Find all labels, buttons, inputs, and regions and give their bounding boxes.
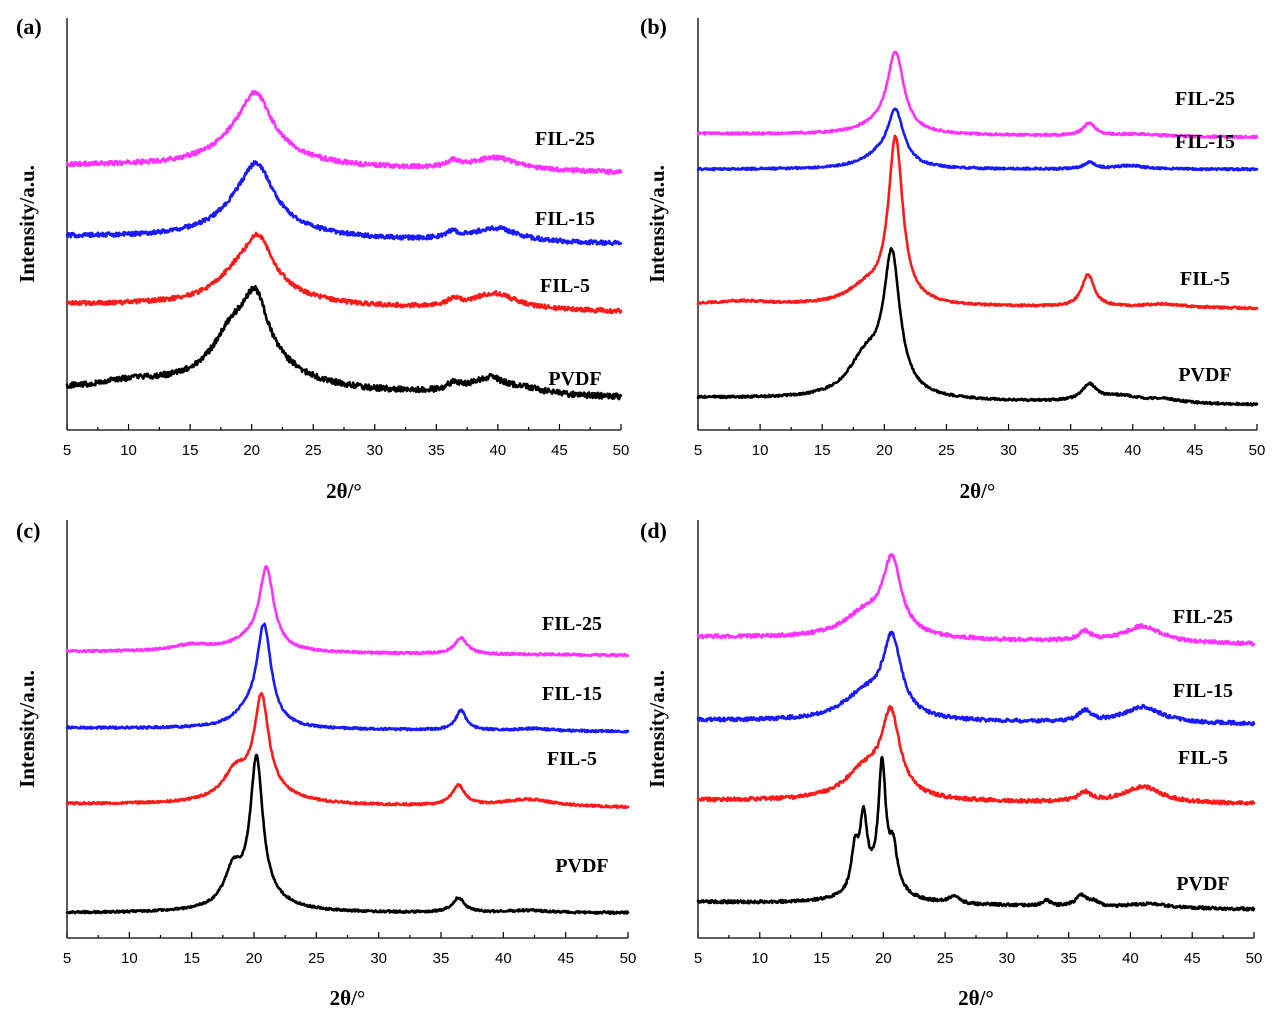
x-tick-label: 10 (120, 442, 137, 459)
series-label-fil-15: FIL-15 (1175, 131, 1235, 153)
series-line-fil-25 (696, 50, 1259, 140)
series-line-fil-5 (65, 231, 623, 315)
panel-label: (d) (640, 518, 667, 543)
series-line-fil-5 (696, 134, 1259, 311)
x-tick-label: 35 (1062, 442, 1079, 459)
y-axis-title: Intensity/a.u. (645, 670, 669, 788)
series-label-pvdf: PVDF (1178, 364, 1231, 386)
panel-c: 5 10 15 20 25 30 35 40 45 50 FIL-25 FIL-15 FIL-5 PVDF… (15, 518, 636, 1010)
series-label-fil-15: FIL-15 (1173, 680, 1233, 702)
x-tick-label: 15 (182, 442, 199, 459)
x-tick-label: 5 (63, 950, 71, 967)
series-label-fil-5: FIL-5 (540, 275, 590, 297)
x-tick-label: 5 (694, 442, 702, 459)
x-tick-label: 25 (305, 442, 322, 459)
x-axis-title: 2θ/° (960, 479, 996, 503)
x-tick-label: 20 (875, 950, 892, 967)
x-tick-label: 35 (1060, 950, 1077, 967)
x-tick-label: 25 (937, 950, 954, 967)
series-line-fil-15 (65, 622, 630, 734)
series-label-pvdf: PVDF (555, 855, 608, 877)
x-tick-label: 20 (246, 950, 263, 967)
x-tick-label: 40 (495, 950, 512, 967)
series-label-fil-5: FIL-5 (547, 748, 597, 770)
panel-d: 5 10 15 20 25 30 35 40 45 50 FIL-25 FIL-15 FIL-5 PVDF… (640, 518, 1262, 1010)
series-line-pvdf (696, 755, 1256, 912)
x-tick-label: 5 (694, 950, 702, 967)
x-tick-label: 50 (620, 950, 637, 967)
series-label-pvdf: PVDF (1176, 873, 1229, 895)
x-tick-label: 30 (999, 950, 1016, 967)
series-line-pvdf (65, 284, 623, 401)
series-label-fil-15: FIL-15 (535, 208, 595, 230)
series-line-fil-25 (696, 553, 1256, 647)
series-line-fil-15 (65, 160, 623, 247)
series-label-fil-25: FIL-25 (535, 128, 595, 150)
panel-label: (c) (16, 518, 40, 543)
x-tick-label: 50 (1249, 442, 1266, 459)
x-tick-label: 25 (308, 950, 325, 967)
x-tick-label: 30 (1000, 442, 1017, 459)
x-tick-label: 45 (1184, 950, 1201, 967)
series-line-fil-5 (696, 704, 1256, 806)
x-tick-label: 30 (370, 950, 387, 967)
x-axis-title: 2θ/° (330, 986, 366, 1010)
x-tick-label: 10 (752, 442, 769, 459)
series-label-fil-25: FIL-25 (1175, 88, 1235, 110)
series-line-fil-25 (65, 90, 623, 175)
series-line-fil-15 (696, 630, 1256, 727)
x-tick-label: 15 (813, 950, 830, 967)
x-tick-label: 25 (938, 442, 955, 459)
panel-b: 5 10 15 20 25 30 35 40 45 50 FIL-25 FIL-15 FIL-5 PVDF… (640, 14, 1265, 503)
series-label-fil-5: FIL-5 (1180, 268, 1230, 290)
series-line-pvdf (65, 753, 630, 915)
x-tick-label: 10 (121, 950, 138, 967)
x-tick-label: 45 (551, 442, 568, 459)
x-tick-label: 15 (814, 442, 831, 459)
panel-label: (b) (640, 14, 667, 39)
series-line-pvdf (696, 246, 1259, 407)
series-line-fil-15 (696, 107, 1259, 172)
x-axis-title: 2θ/° (326, 479, 362, 503)
series-line-fil-25 (65, 565, 630, 658)
x-tick-label: 50 (613, 442, 630, 459)
series-label-fil-5: FIL-5 (1178, 747, 1228, 769)
series-label-fil-15: FIL-15 (542, 683, 602, 705)
series-line-fil-5 (65, 691, 630, 809)
x-tick-label: 35 (428, 442, 445, 459)
x-tick-label: 40 (490, 442, 507, 459)
y-axis-title: Intensity/a.u. (645, 165, 669, 283)
x-tick-label: 35 (433, 950, 450, 967)
x-tick-label: 50 (1246, 950, 1263, 967)
series-label-pvdf: PVDF (548, 368, 601, 390)
x-axis-title: 2θ/° (958, 986, 994, 1010)
x-tick-label: 30 (366, 442, 383, 459)
y-axis-title: Intensity/a.u. (15, 165, 39, 283)
panel-label: (a) (16, 14, 42, 39)
x-tick-label: 20 (243, 442, 260, 459)
x-tick-label: 40 (1124, 442, 1141, 459)
x-tick-label: 5 (63, 442, 71, 459)
series-label-fil-25: FIL-25 (542, 613, 602, 635)
x-tick-label: 10 (751, 950, 768, 967)
x-tick-label: 40 (1122, 950, 1139, 967)
x-tick-label: 45 (557, 950, 574, 967)
series-label-fil-25: FIL-25 (1173, 606, 1233, 628)
panel-a: 5 10 15 20 25 30 35 40 45 50 FIL-25 FIL-15 FIL-5 PVDF… (15, 14, 629, 503)
x-tick-label: 45 (1187, 442, 1204, 459)
y-axis-title: Intensity/a.u. (15, 670, 39, 788)
x-tick-label: 20 (876, 442, 893, 459)
x-tick-label: 15 (183, 950, 200, 967)
